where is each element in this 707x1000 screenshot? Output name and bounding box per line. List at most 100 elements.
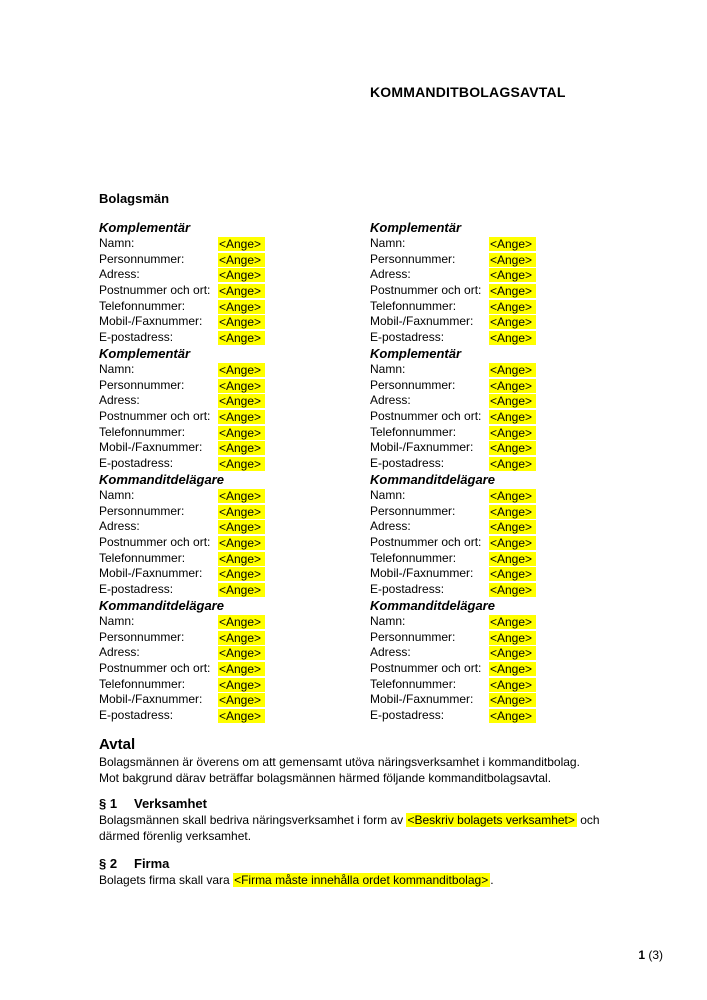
party-heading: Komplementär xyxy=(370,220,462,235)
field-label: E-postadress: xyxy=(370,330,445,345)
field-label: Namn: xyxy=(99,236,135,250)
party-field-row: Postnummer och ort: <Ange> xyxy=(370,535,619,551)
party-block: Kommanditdelägare Namn: <Ange> Personnum… xyxy=(370,598,619,724)
field-placeholder[interactable]: <Ange> xyxy=(218,488,266,503)
party-field-row: Telefonnummer: <Ange> xyxy=(370,425,619,441)
field-placeholder[interactable]: <Ange> xyxy=(489,456,537,471)
field-placeholder[interactable]: <Ange> xyxy=(218,520,266,535)
party-block: Komplementär Namn: <Ange> Personnummer: … xyxy=(370,346,619,472)
field-placeholder[interactable]: <Ange> xyxy=(218,299,266,314)
field-placeholder[interactable]: <Ange> xyxy=(489,551,537,566)
field-placeholder[interactable]: <Ange> xyxy=(218,693,266,708)
field-placeholder[interactable]: <Ange> xyxy=(489,378,537,393)
party-field-row: Adress: <Ange> xyxy=(370,645,619,661)
party-field-row: Mobil-/Faxnummer: <Ange> xyxy=(99,692,370,708)
party-field-row: Namn: <Ange> xyxy=(99,362,370,378)
field-placeholder[interactable]: <Ange> xyxy=(489,252,537,267)
field-placeholder[interactable]: <Ange> xyxy=(218,551,266,566)
field-placeholder[interactable]: <Ange> xyxy=(489,582,537,597)
field-placeholder[interactable]: <Ange> xyxy=(489,394,537,409)
field-placeholder[interactable]: <Ange> xyxy=(489,567,537,582)
field-placeholder[interactable]: <Ange> xyxy=(218,441,266,456)
document-title: KOMMANDITBOLAGSAVTAL xyxy=(370,84,566,100)
field-placeholder[interactable]: <Ange> xyxy=(489,693,537,708)
field-placeholder[interactable]: <Ange> xyxy=(489,362,537,377)
party-block: Komplementär Namn: <Ange> Personnummer: … xyxy=(99,220,370,346)
field-label: Mobil-/Faxnummer: xyxy=(99,440,203,455)
party-field-row: E-postadress: <Ange> xyxy=(370,582,619,598)
field-placeholder[interactable]: <Ange> xyxy=(489,630,537,645)
party-block: Kommanditdelägare Namn: <Ange> Personnum… xyxy=(99,472,370,598)
field-placeholder[interactable]: <Ange> xyxy=(489,283,537,298)
field-label: Mobil-/Faxnummer: xyxy=(99,566,203,581)
field-label: Personnummer: xyxy=(370,377,456,392)
field-placeholder[interactable]: <Ange> xyxy=(218,535,266,550)
field-label: Telefonnummer: xyxy=(99,298,186,313)
field-label: Mobil-/Faxnummer: xyxy=(370,692,474,707)
field-placeholder[interactable]: <Ange> xyxy=(489,425,537,440)
field-placeholder[interactable]: <Ange> xyxy=(218,630,266,645)
field-placeholder[interactable]: <Ange> xyxy=(489,315,537,330)
field-placeholder[interactable]: <Ange> xyxy=(489,661,537,676)
field-label: Postnummer och ort: xyxy=(99,283,211,298)
field-placeholder[interactable]: <Ange> xyxy=(218,268,266,283)
field-label: Personnummer: xyxy=(370,503,456,518)
field-placeholder[interactable]: <Ange> xyxy=(218,582,266,597)
field-placeholder[interactable]: <Ange> xyxy=(489,268,537,283)
field-label: Personnummer: xyxy=(370,251,456,266)
field-placeholder[interactable]: <Ange> xyxy=(489,330,537,345)
field-placeholder[interactable]: <Ange> xyxy=(218,456,266,471)
field-placeholder[interactable]: <Ange> xyxy=(218,378,266,393)
field-placeholder[interactable]: <Ange> xyxy=(218,708,266,723)
field-label: Namn: xyxy=(370,488,406,502)
field-placeholder[interactable]: <Ange> xyxy=(218,661,266,676)
field-placeholder[interactable]: <Ange> xyxy=(218,409,266,424)
field-placeholder[interactable]: <Ange> xyxy=(218,283,266,298)
party-field-row: Namn: <Ange> xyxy=(370,236,619,252)
party-block: Komplementär Namn: <Ange> Personnummer: … xyxy=(99,346,370,472)
field-placeholder[interactable]: <Ange> xyxy=(489,708,537,723)
field-placeholder[interactable]: <Ange> xyxy=(218,504,266,519)
party-heading: Komplementär xyxy=(370,346,462,361)
field-label: Telefonnummer: xyxy=(370,550,457,565)
field-placeholder[interactable]: <Ange> xyxy=(489,520,537,535)
field-placeholder[interactable]: <Ange> xyxy=(489,535,537,550)
field-placeholder[interactable]: <Ange> xyxy=(489,441,537,456)
field-placeholder[interactable]: <Ange> xyxy=(489,409,537,424)
party-field-row: Personnummer: <Ange> xyxy=(99,630,370,646)
paragraph-2-title: Firma xyxy=(134,856,170,871)
field-placeholder[interactable]: <Ange> xyxy=(489,299,537,314)
field-placeholder[interactable]: <Ange> xyxy=(489,677,537,692)
field-placeholder[interactable]: <Ange> xyxy=(218,677,266,692)
field-placeholder[interactable]: <Ange> xyxy=(489,614,537,629)
paragraph-2-text-after: . xyxy=(490,873,494,887)
party-field-row: Postnummer och ort: <Ange> xyxy=(370,283,619,299)
field-placeholder[interactable]: <Ange> xyxy=(218,646,266,661)
field-label: Postnummer och ort: xyxy=(370,283,482,298)
party-field-row: E-postadress: <Ange> xyxy=(370,330,619,346)
field-placeholder[interactable]: <Ange> xyxy=(489,646,537,661)
field-placeholder[interactable]: <Ange> xyxy=(218,330,266,345)
field-placeholder[interactable]: <Ange> xyxy=(218,394,266,409)
field-placeholder[interactable]: <Ange> xyxy=(489,488,537,503)
field-placeholder[interactable]: <Ange> xyxy=(218,362,266,377)
field-label: Adress: xyxy=(99,393,140,408)
firma-placeholder[interactable]: <Firma måste innehålla ordet kommanditbo… xyxy=(233,873,491,887)
party-field-row: Adress: <Ange> xyxy=(370,267,619,283)
party-field-row: Adress: <Ange> xyxy=(370,519,619,535)
field-placeholder[interactable]: <Ange> xyxy=(489,504,537,519)
field-placeholder[interactable]: <Ange> xyxy=(218,567,266,582)
party-field-row: Mobil-/Faxnummer: <Ange> xyxy=(99,566,370,582)
field-label: E-postadress: xyxy=(370,456,445,471)
party-field-row: Postnummer och ort: <Ange> xyxy=(370,661,619,677)
field-placeholder[interactable]: <Ange> xyxy=(218,236,266,251)
avtal-text-line-2: Mot bakgrund därav beträffar bolagsmänne… xyxy=(99,770,552,785)
field-placeholder[interactable]: <Ange> xyxy=(489,236,537,251)
verksamhet-placeholder[interactable]: <Beskriv bolagets verksamhet> xyxy=(406,813,577,827)
field-placeholder[interactable]: <Ange> xyxy=(218,315,266,330)
field-placeholder[interactable]: <Ange> xyxy=(218,614,266,629)
field-placeholder[interactable]: <Ange> xyxy=(218,252,266,267)
field-label: Adress: xyxy=(370,519,411,534)
field-placeholder[interactable]: <Ange> xyxy=(218,425,266,440)
paragraph-1-title: Verksamhet xyxy=(134,796,207,811)
